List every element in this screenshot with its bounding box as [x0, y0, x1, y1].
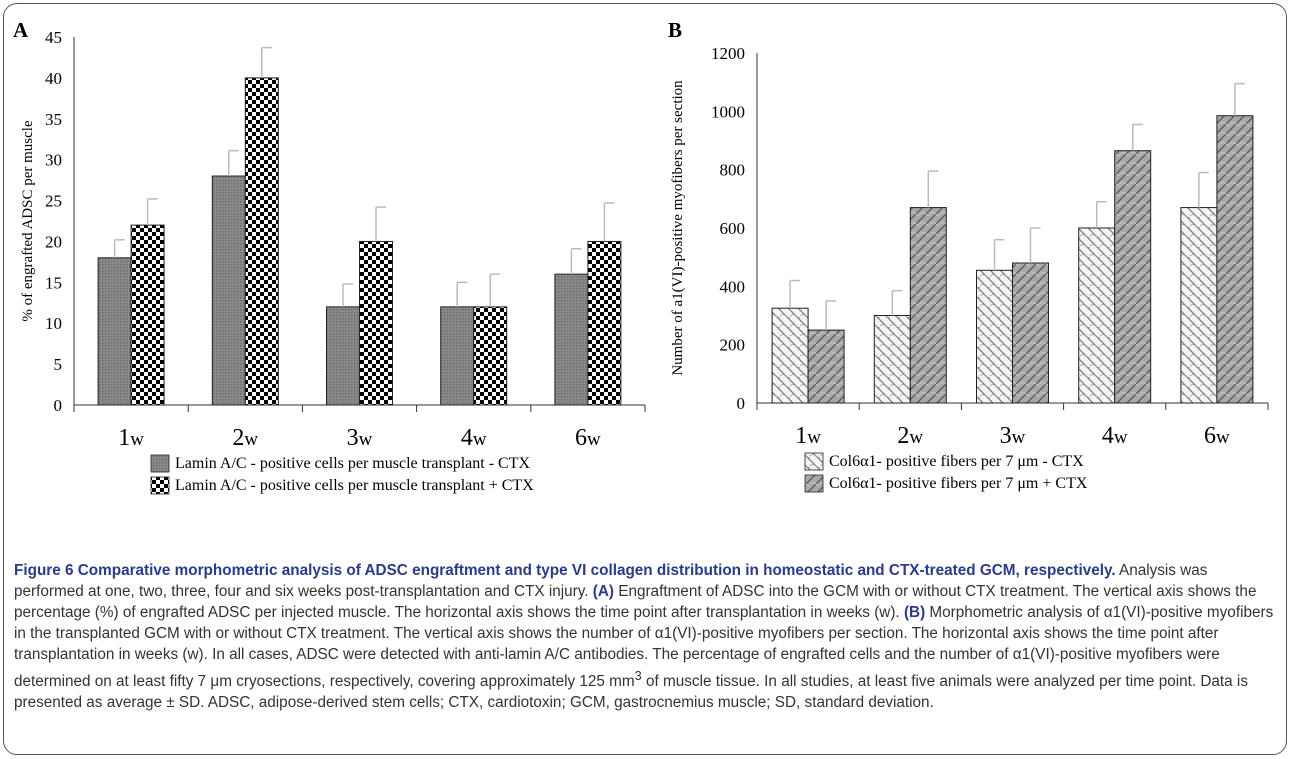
bar	[130, 224, 165, 406]
x-category-label: 6w	[1204, 423, 1230, 449]
legend-swatch	[804, 474, 824, 493]
bar	[1216, 115, 1254, 404]
y-tick-label: 800	[720, 161, 746, 180]
y-tick-label: 0	[737, 394, 746, 413]
bar	[1180, 207, 1218, 404]
chart-panel-a: 0 5 10 15 20 25 30 35 40 45 % of engrafted ADSC pe…	[20, 28, 646, 495]
x-category-label: 4w	[1102, 423, 1128, 449]
x-category-label: 3w	[347, 425, 373, 451]
y-tick-label: 40	[45, 69, 62, 88]
y-tick-label: 1200	[711, 44, 745, 63]
bar	[873, 315, 911, 404]
chart-panel-b: 0 200 400 600 800 1000 1200 Number of a1(VI)-po…	[670, 44, 1269, 493]
bar	[326, 306, 360, 406]
legend-label: Lamin A/C - positive cells per muscle tr…	[175, 455, 530, 472]
x-category-label: 6w	[575, 425, 601, 451]
caption-text-4: of muscle tissue. In all studies, at lea…	[14, 673, 1248, 712]
y-tick-label: 1000	[711, 102, 745, 121]
caption-text-1: Analysis was performed at one, two, thre…	[14, 562, 1208, 600]
bar	[359, 240, 393, 406]
y-tick-label: 600	[720, 219, 746, 238]
y-tick-label: 200	[720, 336, 746, 355]
y-tick-label: 45	[45, 28, 62, 47]
bar	[244, 77, 279, 406]
legend-swatch	[150, 476, 170, 495]
caption-text-2: Engraftment of ADSC into the GCM with or…	[14, 583, 1257, 621]
y-axis-label: % of engrafted ADSC per muscle	[20, 120, 36, 322]
y-tick-label: 0	[54, 396, 63, 415]
x-category-label: 4w	[461, 425, 487, 451]
bar	[554, 273, 589, 406]
caption-label-b: (B)	[903, 604, 926, 621]
bar	[440, 306, 475, 406]
caption-text-3: Morphometric analysis of α1(VI)-positive…	[14, 604, 1274, 691]
bar	[473, 306, 508, 406]
y-tick-label: 25	[45, 192, 62, 211]
bar	[97, 257, 132, 406]
panel-a-letter: A	[13, 18, 29, 42]
x-category-label: 1w	[795, 423, 821, 449]
bar	[909, 207, 947, 404]
x-category-label: 3w	[1000, 423, 1026, 449]
x-category-label: 2w	[232, 425, 258, 451]
y-tick-label: 5	[54, 355, 63, 374]
caption-title: Figure 6 Comparative morphometric analys…	[14, 562, 1116, 579]
figure-caption: Figure 6 Comparative morphometric analys…	[14, 560, 1276, 713]
legend-swatch	[804, 452, 824, 471]
y-tick-label: 20	[45, 232, 62, 251]
legend-label: Col6α1- positive fibers per 7 μm - CTX	[829, 453, 1084, 470]
legend-label: Col6α1- positive fibers per 7 μm + CTX	[829, 475, 1088, 492]
legend-label: Lamin A/C - positive cells per muscle tr…	[175, 477, 534, 494]
bar	[211, 175, 246, 406]
bar	[976, 269, 1013, 404]
bar	[1114, 150, 1152, 404]
y-axis-label: Number of a1(VI)-positive myofibers per …	[670, 80, 686, 376]
x-category-label: 1w	[118, 425, 144, 451]
bar	[807, 329, 845, 404]
x-category-label: 2w	[897, 423, 923, 449]
panel-b-letter: B	[668, 18, 683, 42]
bar	[587, 240, 622, 406]
y-tick-label: 35	[45, 110, 62, 129]
y-tick-label: 10	[45, 314, 62, 333]
legend-swatch	[150, 454, 170, 473]
y-tick-label: 15	[45, 273, 62, 292]
bar	[1012, 262, 1049, 404]
y-tick-label: 30	[45, 151, 62, 170]
bar	[771, 307, 809, 404]
bar	[1078, 227, 1116, 404]
caption-label-a: (A)	[592, 583, 614, 600]
y-tick-label: 400	[720, 277, 746, 296]
caption-superscript: 3	[634, 668, 642, 683]
